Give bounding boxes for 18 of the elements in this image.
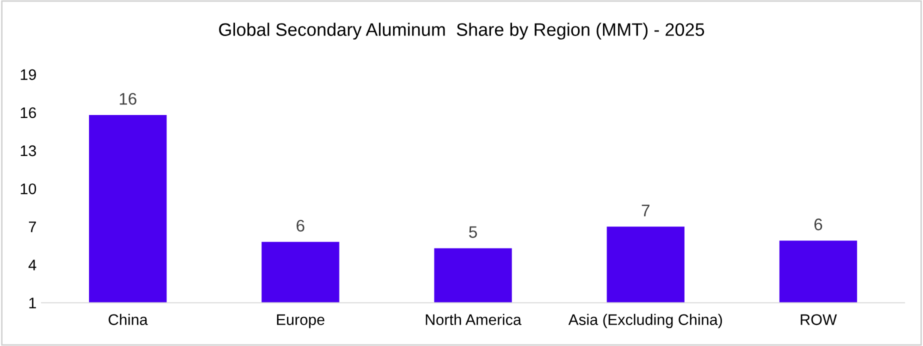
data-label: 6 bbox=[814, 218, 822, 230]
x-tick-label: Europe bbox=[277, 314, 324, 328]
y-tick-label: 16 bbox=[20, 107, 36, 118]
y-tick-label: 10 bbox=[20, 183, 36, 194]
y-tick-label: 1 bbox=[29, 298, 36, 308]
data-label: 7 bbox=[642, 204, 650, 216]
y-tick-label: 7 bbox=[28, 222, 36, 232]
x-tick-label: ROW bbox=[800, 314, 837, 326]
chart-title: Global Secondary Aluminum Share by Region (MMT) - 2025 bbox=[219, 22, 704, 40]
data-label: 16 bbox=[120, 92, 136, 105]
y-tick-label: 4 bbox=[28, 260, 36, 270]
data-label: 5 bbox=[469, 226, 477, 238]
y-tick-label: 19 bbox=[20, 69, 36, 80]
data-label: 6 bbox=[296, 220, 304, 232]
y-tick-label: 13 bbox=[20, 145, 36, 156]
x-tick-label: China bbox=[108, 314, 148, 326]
x-tick-label: North America bbox=[426, 314, 522, 326]
x-tick-label: Asia (Excluding China) bbox=[568, 314, 722, 328]
